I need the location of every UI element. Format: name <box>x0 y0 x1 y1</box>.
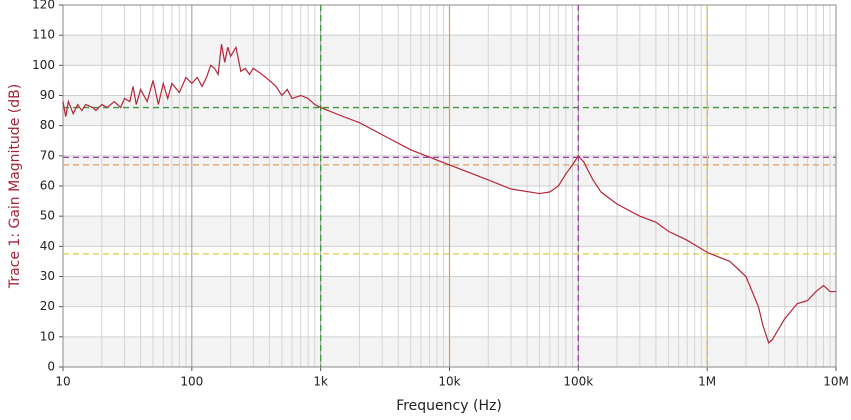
x-tick-label: 10M <box>823 375 849 389</box>
trace-line <box>62 44 836 344</box>
y-tick-label: 10 <box>40 329 55 343</box>
y-tick-label: 60 <box>40 179 55 193</box>
x-tick-label: 100k <box>563 375 593 389</box>
x-tick-label: 1M <box>698 375 716 389</box>
y-tick-label: 100 <box>32 58 55 72</box>
y-tick-label: 90 <box>40 88 55 102</box>
y-tick-label: 50 <box>40 209 55 223</box>
x-tick-label: 10 <box>55 375 70 389</box>
x-tick-label: 10k <box>438 375 460 389</box>
y-tick-label: 40 <box>40 239 55 253</box>
x-tick-label: 1k <box>313 375 328 389</box>
y-tick-label: 70 <box>40 148 55 162</box>
y-tick-label: 120 <box>32 0 55 12</box>
y-tick-label: 110 <box>32 28 55 42</box>
x-axis-title: Frequency (Hz) <box>396 398 502 414</box>
y-tick-label: 0 <box>47 360 55 374</box>
y-axis-title: Trace 1: Gain Magnitude (dB) <box>7 84 23 289</box>
y-tick-label: 20 <box>40 299 55 313</box>
y-tick-label: 80 <box>40 118 55 132</box>
y-tick-label: 30 <box>40 269 55 283</box>
x-tick-label: 100 <box>180 375 203 389</box>
